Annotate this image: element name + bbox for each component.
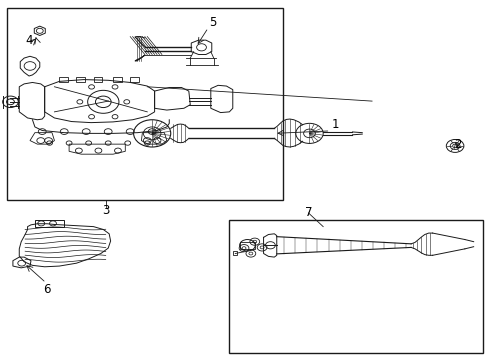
Bar <box>94 77 102 82</box>
Bar <box>35 220 64 226</box>
Text: 4: 4 <box>25 34 33 48</box>
Bar <box>130 77 139 82</box>
Text: 5: 5 <box>210 16 217 29</box>
Bar <box>240 242 255 249</box>
Text: 7: 7 <box>305 207 312 220</box>
Bar <box>233 251 237 255</box>
Bar <box>229 220 484 353</box>
Bar <box>59 77 68 82</box>
Bar <box>113 77 122 82</box>
Bar <box>76 77 85 82</box>
Text: 6: 6 <box>43 283 51 296</box>
Text: 1: 1 <box>332 118 339 131</box>
Text: 2: 2 <box>454 138 461 150</box>
Text: 3: 3 <box>102 204 109 217</box>
Bar <box>6 8 283 200</box>
